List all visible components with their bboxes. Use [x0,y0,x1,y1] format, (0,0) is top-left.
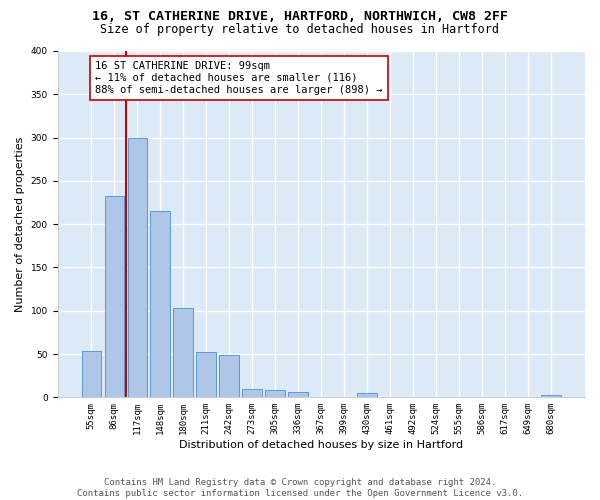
Bar [358,393,377,398]
Bar [151,211,170,398]
Bar [173,308,193,398]
Bar [196,352,216,398]
Bar [220,355,239,398]
Bar [541,394,561,398]
X-axis label: Distribution of detached houses by size in Hartford: Distribution of detached houses by size … [179,440,463,450]
Y-axis label: Number of detached properties: Number of detached properties [15,136,25,312]
Bar [265,390,285,398]
Text: Contains HM Land Registry data © Crown copyright and database right 2024.
Contai: Contains HM Land Registry data © Crown c… [77,478,523,498]
Bar [242,388,262,398]
Text: Size of property relative to detached houses in Hartford: Size of property relative to detached ho… [101,22,499,36]
Bar [104,196,124,398]
Bar [82,352,101,398]
Bar [128,138,147,398]
Text: 16 ST CATHERINE DRIVE: 99sqm
← 11% of detached houses are smaller (116)
88% of s: 16 ST CATHERINE DRIVE: 99sqm ← 11% of de… [95,62,383,94]
Bar [289,392,308,398]
Text: 16, ST CATHERINE DRIVE, HARTFORD, NORTHWICH, CW8 2FF: 16, ST CATHERINE DRIVE, HARTFORD, NORTHW… [92,10,508,23]
